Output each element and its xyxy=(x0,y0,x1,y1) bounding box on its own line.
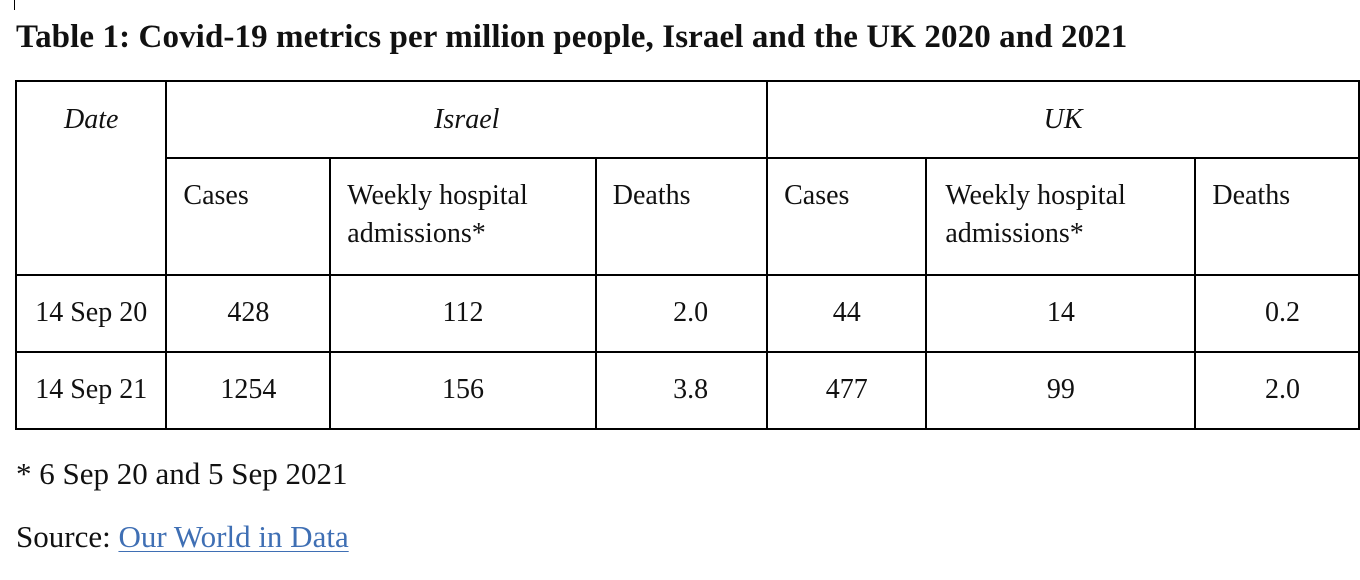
table-header-row: Date Israel UK xyxy=(14,80,1360,276)
cell-uk-deaths: 0.2 xyxy=(1194,274,1360,353)
cell-uk-hospital-admissions: 14 xyxy=(925,274,1197,353)
table-subheader-row: Cases Weekly hospital admissions* Deaths… xyxy=(16,157,1360,276)
cell-israel-deaths: 2.0 xyxy=(594,274,769,353)
cell-uk-hospital-admissions: 99 xyxy=(925,351,1197,430)
subheader-uk-deaths: Deaths xyxy=(1194,157,1360,276)
cell-uk-deaths: 2.0 xyxy=(1194,351,1360,430)
source-link[interactable]: Our World in Data xyxy=(118,519,349,554)
row-date: 14 Sep 20 xyxy=(14,274,168,353)
date-column-header: Date xyxy=(14,80,168,276)
subheader-israel-cases: Cases xyxy=(165,157,332,276)
covid-metrics-table: Date Israel UK Cases Weekly hospital adm… xyxy=(14,80,1360,430)
cell-uk-cases: 477 xyxy=(766,351,928,430)
table-row: 14 Sep 20 428 112 2.0 44 14 0.2 xyxy=(14,274,1360,353)
cell-uk-cases: 44 xyxy=(766,274,928,353)
cell-israel-cases: 1254 xyxy=(165,351,332,430)
footnote: * 6 Sep 20 and 5 Sep 2021 xyxy=(16,456,348,491)
source-label: Source: xyxy=(16,519,119,554)
subheader-uk-hospital-admissions: Weekly hospital admissions* xyxy=(925,157,1197,276)
source-line: Source: Our World in Data xyxy=(16,517,349,557)
cell-israel-hospital-admissions: 156 xyxy=(329,351,597,430)
table-title: Table 1: Covid-19 metrics per million pe… xyxy=(16,19,1128,55)
cell-israel-cases: 428 xyxy=(165,274,332,353)
text-cursor-mark xyxy=(14,0,15,10)
cell-israel-hospital-admissions: 112 xyxy=(329,274,597,353)
subheader-uk-cases: Cases xyxy=(766,157,928,276)
subheader-israel-hospital-admissions: Weekly hospital admissions* xyxy=(329,157,597,276)
cell-israel-deaths: 3.8 xyxy=(594,351,769,430)
subheader-israel-deaths: Deaths xyxy=(594,157,769,276)
group-header-uk: UK xyxy=(766,80,1360,159)
table-row: 14 Sep 21 1254 156 3.8 477 99 2.0 xyxy=(14,351,1360,430)
group-header-israel: Israel xyxy=(165,80,769,159)
row-date: 14 Sep 21 xyxy=(14,351,168,430)
